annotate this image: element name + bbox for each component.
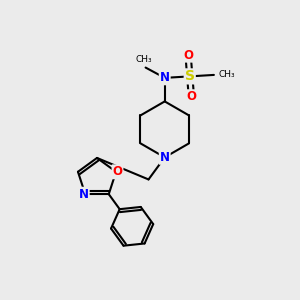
Text: N: N: [160, 151, 170, 164]
Text: N: N: [160, 71, 170, 84]
Text: O: O: [112, 165, 122, 178]
Text: O: O: [183, 49, 193, 62]
Text: N: N: [79, 188, 89, 201]
Text: CH₃: CH₃: [218, 70, 235, 80]
Text: S: S: [185, 69, 195, 83]
Text: O: O: [186, 90, 196, 103]
Text: CH₃: CH₃: [136, 55, 152, 64]
